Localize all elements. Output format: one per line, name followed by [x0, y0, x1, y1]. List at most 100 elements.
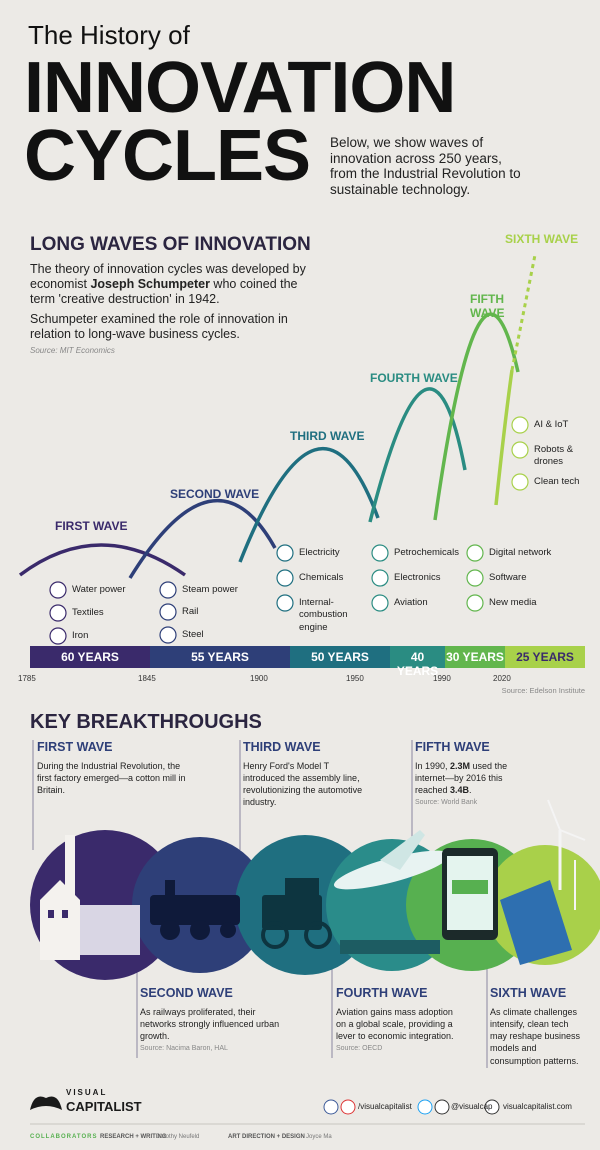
- innovation: Rail: [182, 606, 199, 617]
- duration-label: 40 YEARS: [396, 650, 439, 679]
- duration-segment: [390, 646, 445, 668]
- wave-arc: [18, 543, 187, 577]
- text: who coined the term 'creative destructio…: [30, 277, 298, 306]
- pretitle: The History of: [28, 20, 190, 50]
- text: The theory of innovation cycles was deve…: [30, 262, 306, 291]
- paragraph: The theory of innovation cycles was deve…: [30, 262, 315, 307]
- innovation: Internal-combustion engine: [299, 597, 348, 633]
- innovation: Digital network: [489, 547, 552, 558]
- innovation: Petrochemicals: [394, 547, 459, 558]
- innovation: Steam power: [182, 584, 238, 595]
- breakthrough-title: SIXTH WAVE: [490, 986, 567, 1000]
- source: Source: OECD: [336, 1045, 383, 1052]
- text: In 1990,: [415, 761, 451, 771]
- innovation: Software: [489, 572, 527, 583]
- duration-segment: [30, 646, 150, 668]
- wave-arc: [238, 446, 380, 563]
- wave-label: FOURTH WAVE: [370, 371, 458, 385]
- icon: [159, 626, 177, 644]
- train-illustration: [150, 880, 240, 940]
- text: 2.3M: [450, 761, 471, 771]
- innovation: Clean tech: [534, 476, 580, 487]
- wave-arc: [368, 387, 467, 523]
- website: visualcapitalist.com: [503, 1102, 572, 1111]
- innovation: Steel: [182, 629, 204, 640]
- duration-segment: [290, 646, 390, 668]
- factory-illustration: [40, 835, 140, 960]
- wave-label: SIXTH WAVE: [505, 232, 579, 246]
- credit-name: Dorothy Neufeld: [156, 1134, 200, 1140]
- breakthrough-text: During the Industrial Revolution, the fi…: [37, 761, 186, 796]
- innovation: New media: [489, 597, 537, 608]
- text: 3.4B: [450, 785, 470, 796]
- title: INNOVATION: [24, 48, 456, 128]
- wave-label: FIFTH WAVE: [470, 292, 505, 321]
- duration-label: 55 YEARS: [191, 650, 249, 664]
- title: CYCLES: [24, 116, 311, 196]
- text: used the internet—by 2016 this reached: [415, 761, 508, 796]
- icon: [49, 604, 67, 622]
- credit-name: Joyce Ma: [306, 1134, 332, 1140]
- breakthrough-text: Henry Ford's Model T introduced the asse…: [243, 761, 363, 808]
- car-illustration: [261, 878, 332, 949]
- icon: [276, 594, 294, 612]
- breakthrough-title: THIRD WAVE: [243, 740, 321, 754]
- innovation: Textiles: [72, 607, 104, 618]
- icon: [276, 569, 294, 587]
- section-heading: KEY BREAKTHROUGHS: [30, 711, 262, 733]
- wave-arc: [433, 312, 520, 521]
- icon: [49, 627, 67, 645]
- text-bold: Joseph Schumpeter: [90, 277, 210, 291]
- wave-dashed: [510, 254, 537, 371]
- breakthrough-text: As climate challenges intensify, clean t…: [490, 1007, 581, 1066]
- year-label: 1990: [433, 674, 451, 683]
- wave-label: SECOND WAVE: [170, 487, 260, 501]
- social-icon[interactable]: [417, 1099, 433, 1115]
- social-icon[interactable]: [340, 1099, 356, 1115]
- icon: [159, 603, 177, 621]
- duration-label: 50 YEARS: [311, 650, 369, 664]
- source: Source: World Bank: [415, 799, 478, 806]
- social-icon[interactable]: [434, 1099, 450, 1115]
- source: Source: Edelson Institute: [501, 686, 585, 695]
- breakthrough-text: As railways proliferated, their networks…: [140, 1007, 280, 1042]
- year-label: 1845: [138, 674, 156, 683]
- icon: [371, 569, 389, 587]
- duration-label: 30 YEARS: [446, 650, 504, 664]
- social-handle: /visualcapitalist: [358, 1102, 412, 1111]
- text: .: [469, 785, 472, 796]
- social-icon[interactable]: [484, 1099, 500, 1115]
- solar-illustration: [500, 799, 586, 965]
- innovation: Robots & drones: [534, 444, 574, 468]
- year-label: 2020: [493, 674, 511, 683]
- innovation: AI & IoT: [534, 419, 569, 430]
- year-label: 1900: [250, 674, 268, 683]
- innovation: Electronics: [394, 572, 441, 583]
- innovation: Electricity: [299, 547, 340, 558]
- section-heading: LONG WAVES OF INNOVATION: [30, 234, 311, 255]
- source: Source: Nacima Baron, HAL: [140, 1045, 228, 1052]
- breakthrough-text: Aviation gains mass adoption on a global…: [336, 1007, 454, 1042]
- innovation: Aviation: [394, 597, 428, 608]
- icon: [466, 594, 484, 612]
- breakthrough-title: SECOND WAVE: [140, 986, 233, 1000]
- source: Source: MIT Economics: [30, 346, 115, 355]
- icon: [466, 569, 484, 587]
- credit-role: RESEARCH + WRITING: [100, 1134, 167, 1140]
- wave-label: THIRD WAVE: [290, 429, 365, 443]
- credit-role: ART DIRECTION + DESIGN: [228, 1134, 305, 1140]
- icon: [511, 416, 529, 434]
- innovation: Chemicals: [299, 572, 344, 583]
- icon: [511, 473, 529, 491]
- wave-arc: [128, 498, 277, 579]
- logo-mark: [30, 1096, 62, 1110]
- social-icon[interactable]: [323, 1099, 339, 1115]
- icon: [371, 594, 389, 612]
- icon: [466, 544, 484, 562]
- brand: VISUAL: [66, 1088, 108, 1097]
- year-label: 1785: [18, 674, 36, 683]
- plane-illustration: [333, 830, 451, 954]
- year-label: 1950: [346, 674, 364, 683]
